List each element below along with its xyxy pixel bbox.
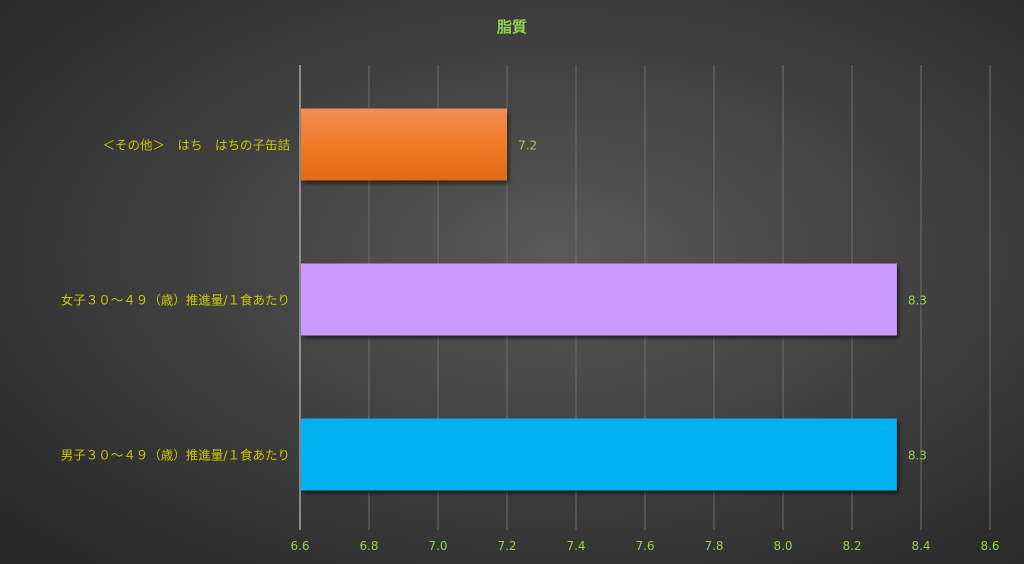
x-tick-label: 8.6	[980, 539, 999, 553]
chart-title: 脂質	[497, 18, 527, 36]
bar	[301, 108, 507, 181]
x-tick-label: 7.2	[497, 539, 516, 553]
x-tick-label: 7.0	[428, 539, 447, 553]
x-tick-label: 8.0	[773, 539, 792, 553]
x-tick-label: 7.8	[704, 539, 723, 553]
bar	[301, 263, 897, 336]
bar	[301, 418, 897, 491]
x-tick-label: 6.6	[290, 539, 309, 553]
x-tick-label: 7.6	[635, 539, 654, 553]
x-tick-label: 6.8	[359, 539, 378, 553]
x-tick-label: 8.2	[842, 539, 861, 553]
data-label: 7.2	[518, 139, 537, 153]
category-label: ＜その他＞ はち はちの子缶詰	[102, 138, 290, 153]
category-label: 男子３０～４９（歳）推進量/１食あたり	[61, 448, 290, 463]
x-tick-label: 8.4	[911, 539, 930, 553]
data-label: 8.3	[908, 449, 927, 463]
data-label: 8.3	[908, 294, 927, 308]
x-tick-label: 7.4	[566, 539, 585, 553]
category-label: 女子３０～４９（歳）推進量/１食あたり	[61, 293, 290, 308]
